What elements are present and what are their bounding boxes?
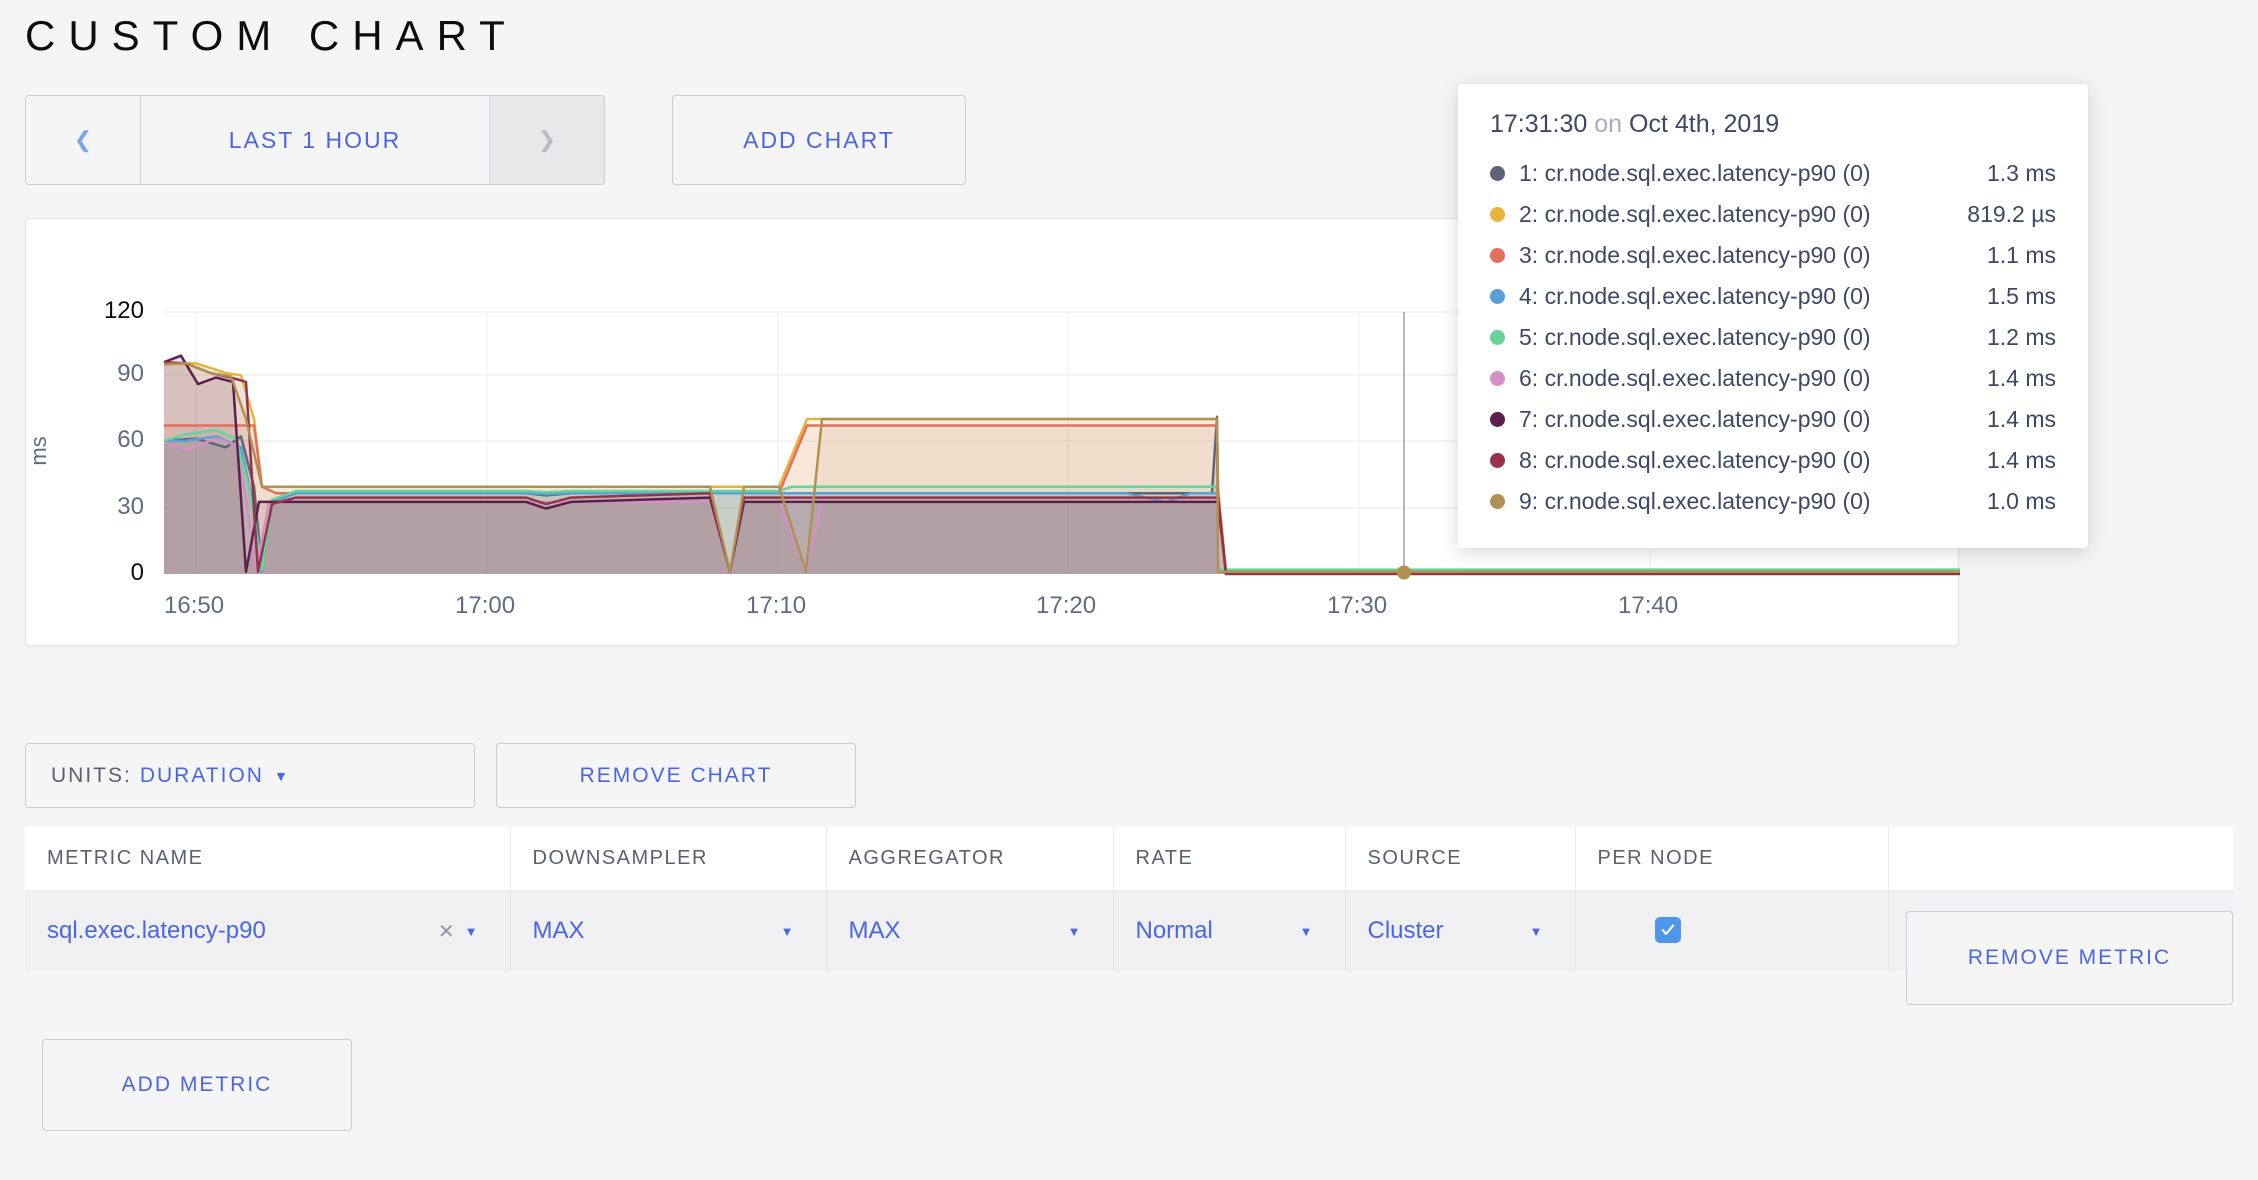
svg-text:90: 90	[117, 360, 144, 387]
svg-text:17:40: 17:40	[1618, 592, 1678, 619]
svg-text:60: 60	[117, 426, 144, 453]
svg-text:17:10: 17:10	[746, 592, 806, 619]
svg-text:17:00: 17:00	[455, 592, 515, 619]
svg-text:16:50: 16:50	[164, 592, 224, 619]
svg-text:17:30: 17:30	[1327, 592, 1387, 619]
svg-text:ms: ms	[26, 436, 51, 465]
svg-text:0: 0	[131, 559, 144, 586]
svg-text:17:20: 17:20	[1036, 592, 1096, 619]
svg-text:30: 30	[117, 493, 144, 520]
svg-text:120: 120	[104, 297, 144, 324]
